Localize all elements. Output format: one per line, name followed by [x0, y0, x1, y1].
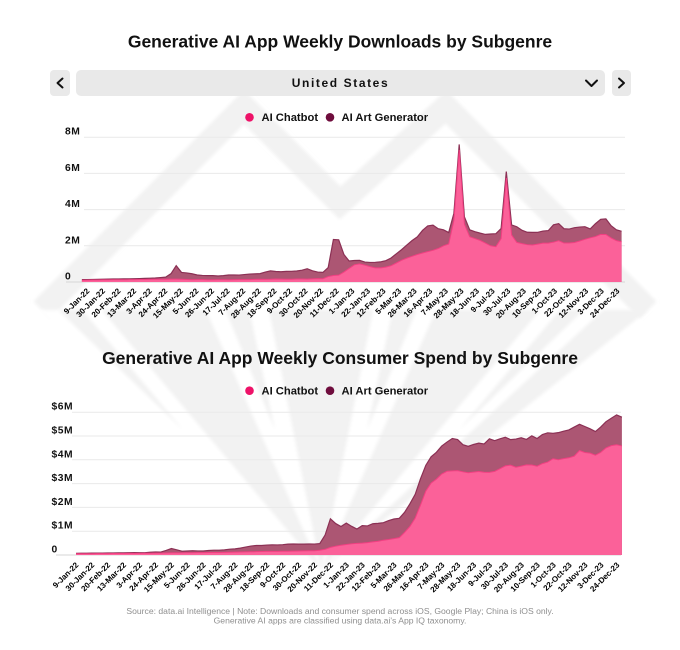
- svg-text:8M: 8M: [65, 127, 80, 138]
- svg-text:$6M: $6M: [52, 402, 74, 413]
- svg-text:$1M: $1M: [52, 521, 74, 532]
- svg-text:Generative AI App Weekly Downl: Generative AI App Weekly Downloads by Su…: [128, 32, 553, 52]
- svg-text:2M: 2M: [65, 235, 80, 246]
- svg-text:United States: United States: [292, 76, 389, 90]
- svg-text:0: 0: [65, 272, 71, 283]
- svg-text:AI Art Generator: AI Art Generator: [342, 112, 429, 124]
- svg-text:$5M: $5M: [52, 426, 74, 437]
- svg-text:0: 0: [52, 545, 58, 556]
- svg-text:4M: 4M: [65, 199, 80, 210]
- svg-text:AI Chatbot: AI Chatbot: [262, 112, 319, 124]
- svg-text:$2M: $2M: [52, 497, 74, 508]
- svg-text:AI Art Generator: AI Art Generator: [342, 386, 429, 398]
- svg-text:Source: data.ai Intelligence |: Source: data.ai Intelligence | Note: Dow…: [126, 606, 553, 616]
- svg-text:AI Chatbot: AI Chatbot: [262, 386, 319, 398]
- svg-text:Generative AI apps are classif: Generative AI apps are classified using …: [214, 616, 467, 626]
- svg-text:$4M: $4M: [52, 449, 74, 460]
- svg-text:6M: 6M: [65, 163, 80, 174]
- svg-text:Generative AI App Weekly Consu: Generative AI App Weekly Consumer Spend …: [102, 348, 578, 368]
- svg-text:$3M: $3M: [52, 473, 74, 484]
